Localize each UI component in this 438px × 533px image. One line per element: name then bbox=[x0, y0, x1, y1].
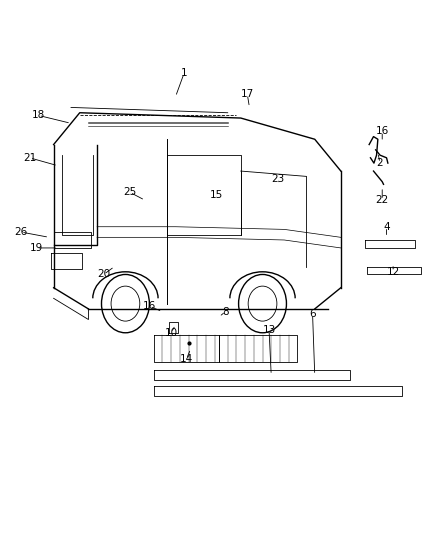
Text: 22: 22 bbox=[375, 195, 389, 205]
Text: 8: 8 bbox=[222, 306, 229, 317]
Text: 21: 21 bbox=[23, 153, 36, 163]
Text: 26: 26 bbox=[14, 227, 28, 237]
Text: 16: 16 bbox=[375, 126, 389, 136]
Text: 23: 23 bbox=[271, 174, 284, 184]
Text: 15: 15 bbox=[210, 190, 223, 200]
Text: 13: 13 bbox=[262, 325, 276, 335]
Text: 25: 25 bbox=[123, 187, 136, 197]
Text: 17: 17 bbox=[240, 89, 254, 99]
Text: 19: 19 bbox=[30, 243, 43, 253]
Text: 14: 14 bbox=[180, 354, 193, 364]
Text: 10: 10 bbox=[165, 328, 178, 338]
Text: 18: 18 bbox=[32, 110, 45, 120]
Text: 2: 2 bbox=[377, 158, 383, 168]
Text: 20: 20 bbox=[97, 270, 110, 279]
Text: 1: 1 bbox=[181, 68, 187, 78]
Text: 6: 6 bbox=[309, 309, 316, 319]
Text: 4: 4 bbox=[383, 222, 390, 232]
Text: 16: 16 bbox=[143, 301, 156, 311]
Text: 12: 12 bbox=[386, 267, 400, 277]
